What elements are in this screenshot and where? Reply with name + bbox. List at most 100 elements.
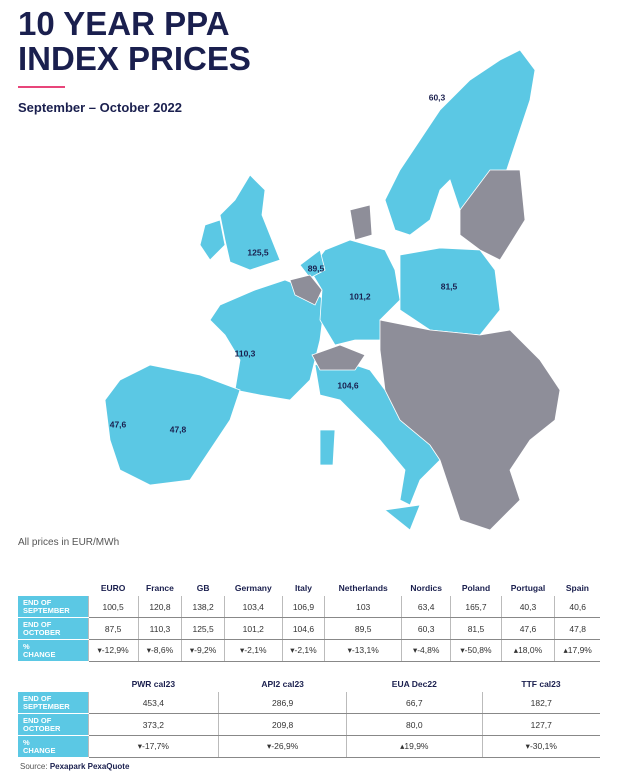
subtitle: September – October 2022	[18, 100, 183, 115]
source-prefix: Source:	[20, 762, 48, 771]
italy	[314, 359, 441, 506]
france	[209, 279, 326, 401]
column-header: EURO	[100, 583, 126, 593]
row-label-line: END OF	[23, 619, 52, 629]
note: All prices in EUR/MWh	[18, 537, 120, 548]
column-header: API2 cal23	[261, 679, 304, 689]
cell: ▾-12,9%	[87, 639, 139, 662]
cell: ▾-2,1%	[224, 639, 283, 662]
row-label: END OF SEPTEMBER	[18, 692, 88, 714]
cell: 87,5	[87, 617, 139, 640]
row-label: END OF SEPTEMBER	[18, 596, 88, 618]
cell: ▴19,9%	[346, 735, 483, 758]
column-header: EUA Dec22	[391, 679, 437, 689]
cell: ▾-8,6%	[137, 639, 182, 662]
cell: 182,7	[481, 692, 600, 714]
column-header: GB	[196, 583, 210, 593]
accent-line	[18, 86, 65, 88]
row-label-line: %	[23, 737, 30, 747]
map-label: 81,5	[441, 281, 458, 291]
cell: ▴17,9%	[554, 639, 600, 662]
row-label-line: CHANGE	[23, 745, 56, 755]
cell: ▾-26,9%	[218, 735, 347, 758]
cell: 127,7	[481, 713, 600, 736]
cell: ▾-17,7%	[87, 735, 219, 758]
cell: 66,7	[346, 692, 483, 714]
cell: 110,3	[137, 617, 182, 640]
row: END OF SEPTEMBER 453,4 286,9 66,7 182,7	[18, 692, 600, 714]
cell: 101,2	[224, 617, 283, 640]
sicily	[384, 504, 421, 531]
belgium	[289, 274, 323, 306]
column-header: France	[146, 583, 174, 593]
cell: 60,3	[400, 617, 451, 640]
source: Source: Pexapark PexaQuote	[20, 762, 129, 771]
column-header: Nordics	[410, 583, 443, 593]
baltics	[459, 169, 526, 261]
cell: 47,6	[500, 617, 555, 640]
cell: ▾-2,1%	[281, 639, 325, 662]
table-commodities: PWR cal23 API2 cal23 EUA Dec22 TTF cal23 END…	[18, 676, 600, 758]
cell: ▾-50,8%	[450, 639, 502, 662]
row-label-line: SEPTEMBER	[23, 605, 70, 615]
cell: ▾-30,1%	[481, 735, 600, 758]
row-label: % CHANGE	[18, 639, 88, 662]
cell: 40,6	[554, 596, 600, 618]
cell: 125,5	[181, 617, 225, 640]
row-label-line: OCTOBER	[23, 723, 61, 733]
map: 60,3 125,5 89,5 101,2 81,5 110,3 104,6 47,6 47,8	[104, 49, 561, 531]
row-label-line: CHANGE	[23, 649, 56, 659]
row-label-line: END OF	[23, 693, 52, 703]
cell: ▾-4,8%	[400, 639, 451, 662]
column-header: PWR cal23	[131, 679, 176, 689]
corner	[18, 580, 88, 596]
map-label: 47,6	[110, 419, 127, 429]
sardinia	[319, 429, 336, 466]
column-header: Portugal	[510, 583, 546, 593]
row: END OF OCTOBER 373,2 209,8 80,0 127,7	[18, 713, 600, 736]
cell: 209,8	[218, 713, 347, 736]
title-line: 10 YEAR PPA	[18, 5, 230, 42]
cell: 138,2	[181, 596, 225, 618]
cell: 103,4	[224, 596, 283, 618]
row: % CHANGE ▾-17,7% ▾-26,9% ▴19,9% ▾-30,1%	[18, 735, 600, 758]
cell: 453,4	[87, 692, 219, 714]
title-line: INDEX PRICES	[18, 40, 251, 77]
row-label-line: %	[23, 641, 30, 651]
row-label-line: END OF	[23, 597, 52, 607]
cell: 286,9	[218, 692, 347, 714]
cell: ▴18,0%	[500, 639, 555, 662]
cell: 104,6	[281, 617, 325, 640]
cell: 373,2	[87, 713, 219, 736]
cell: 81,5	[450, 617, 502, 640]
column-header: Italy	[294, 583, 312, 593]
source-name: Pexapark PexaQuote	[49, 762, 130, 771]
switzerland	[311, 344, 366, 371]
row-label-line: END OF	[23, 715, 52, 725]
row-label-line: SEPTEMBER	[23, 701, 70, 711]
header-row: PWR cal23 API2 cal23 EUA Dec22 TTF cal23	[18, 676, 600, 692]
row-label: END OF OCTOBER	[18, 617, 88, 640]
row-label-line: OCTOBER	[23, 627, 61, 637]
cell: 120,8	[137, 596, 182, 618]
column-header: TTF cal23	[521, 679, 561, 689]
column-header: Spain	[565, 583, 590, 593]
cell: 165,7	[450, 596, 502, 618]
map-label: 89,5	[308, 263, 325, 273]
map-label: 110,3	[235, 348, 256, 358]
cell: 106,9	[281, 596, 325, 618]
title: 10 YEAR PPA INDEX PRICES	[18, 6, 251, 76]
column-header: Poland	[461, 583, 491, 593]
row-label: % CHANGE	[18, 735, 88, 758]
row: END OF OCTOBER 87,5 110,3 125,5 101,2 104,6 89,…	[18, 617, 600, 640]
map-label: 101,2	[349, 291, 371, 301]
cell: ▾-9,2%	[181, 639, 225, 662]
east-europe	[379, 319, 561, 531]
map-label: 60,3	[429, 92, 446, 102]
poland	[399, 247, 501, 336]
cell: 63,4	[400, 596, 451, 618]
cell: 103	[324, 596, 402, 618]
header-row: EURO France GB Germany Italy Netherlands Nordi…	[18, 580, 600, 596]
cell: 80,0	[346, 713, 483, 736]
